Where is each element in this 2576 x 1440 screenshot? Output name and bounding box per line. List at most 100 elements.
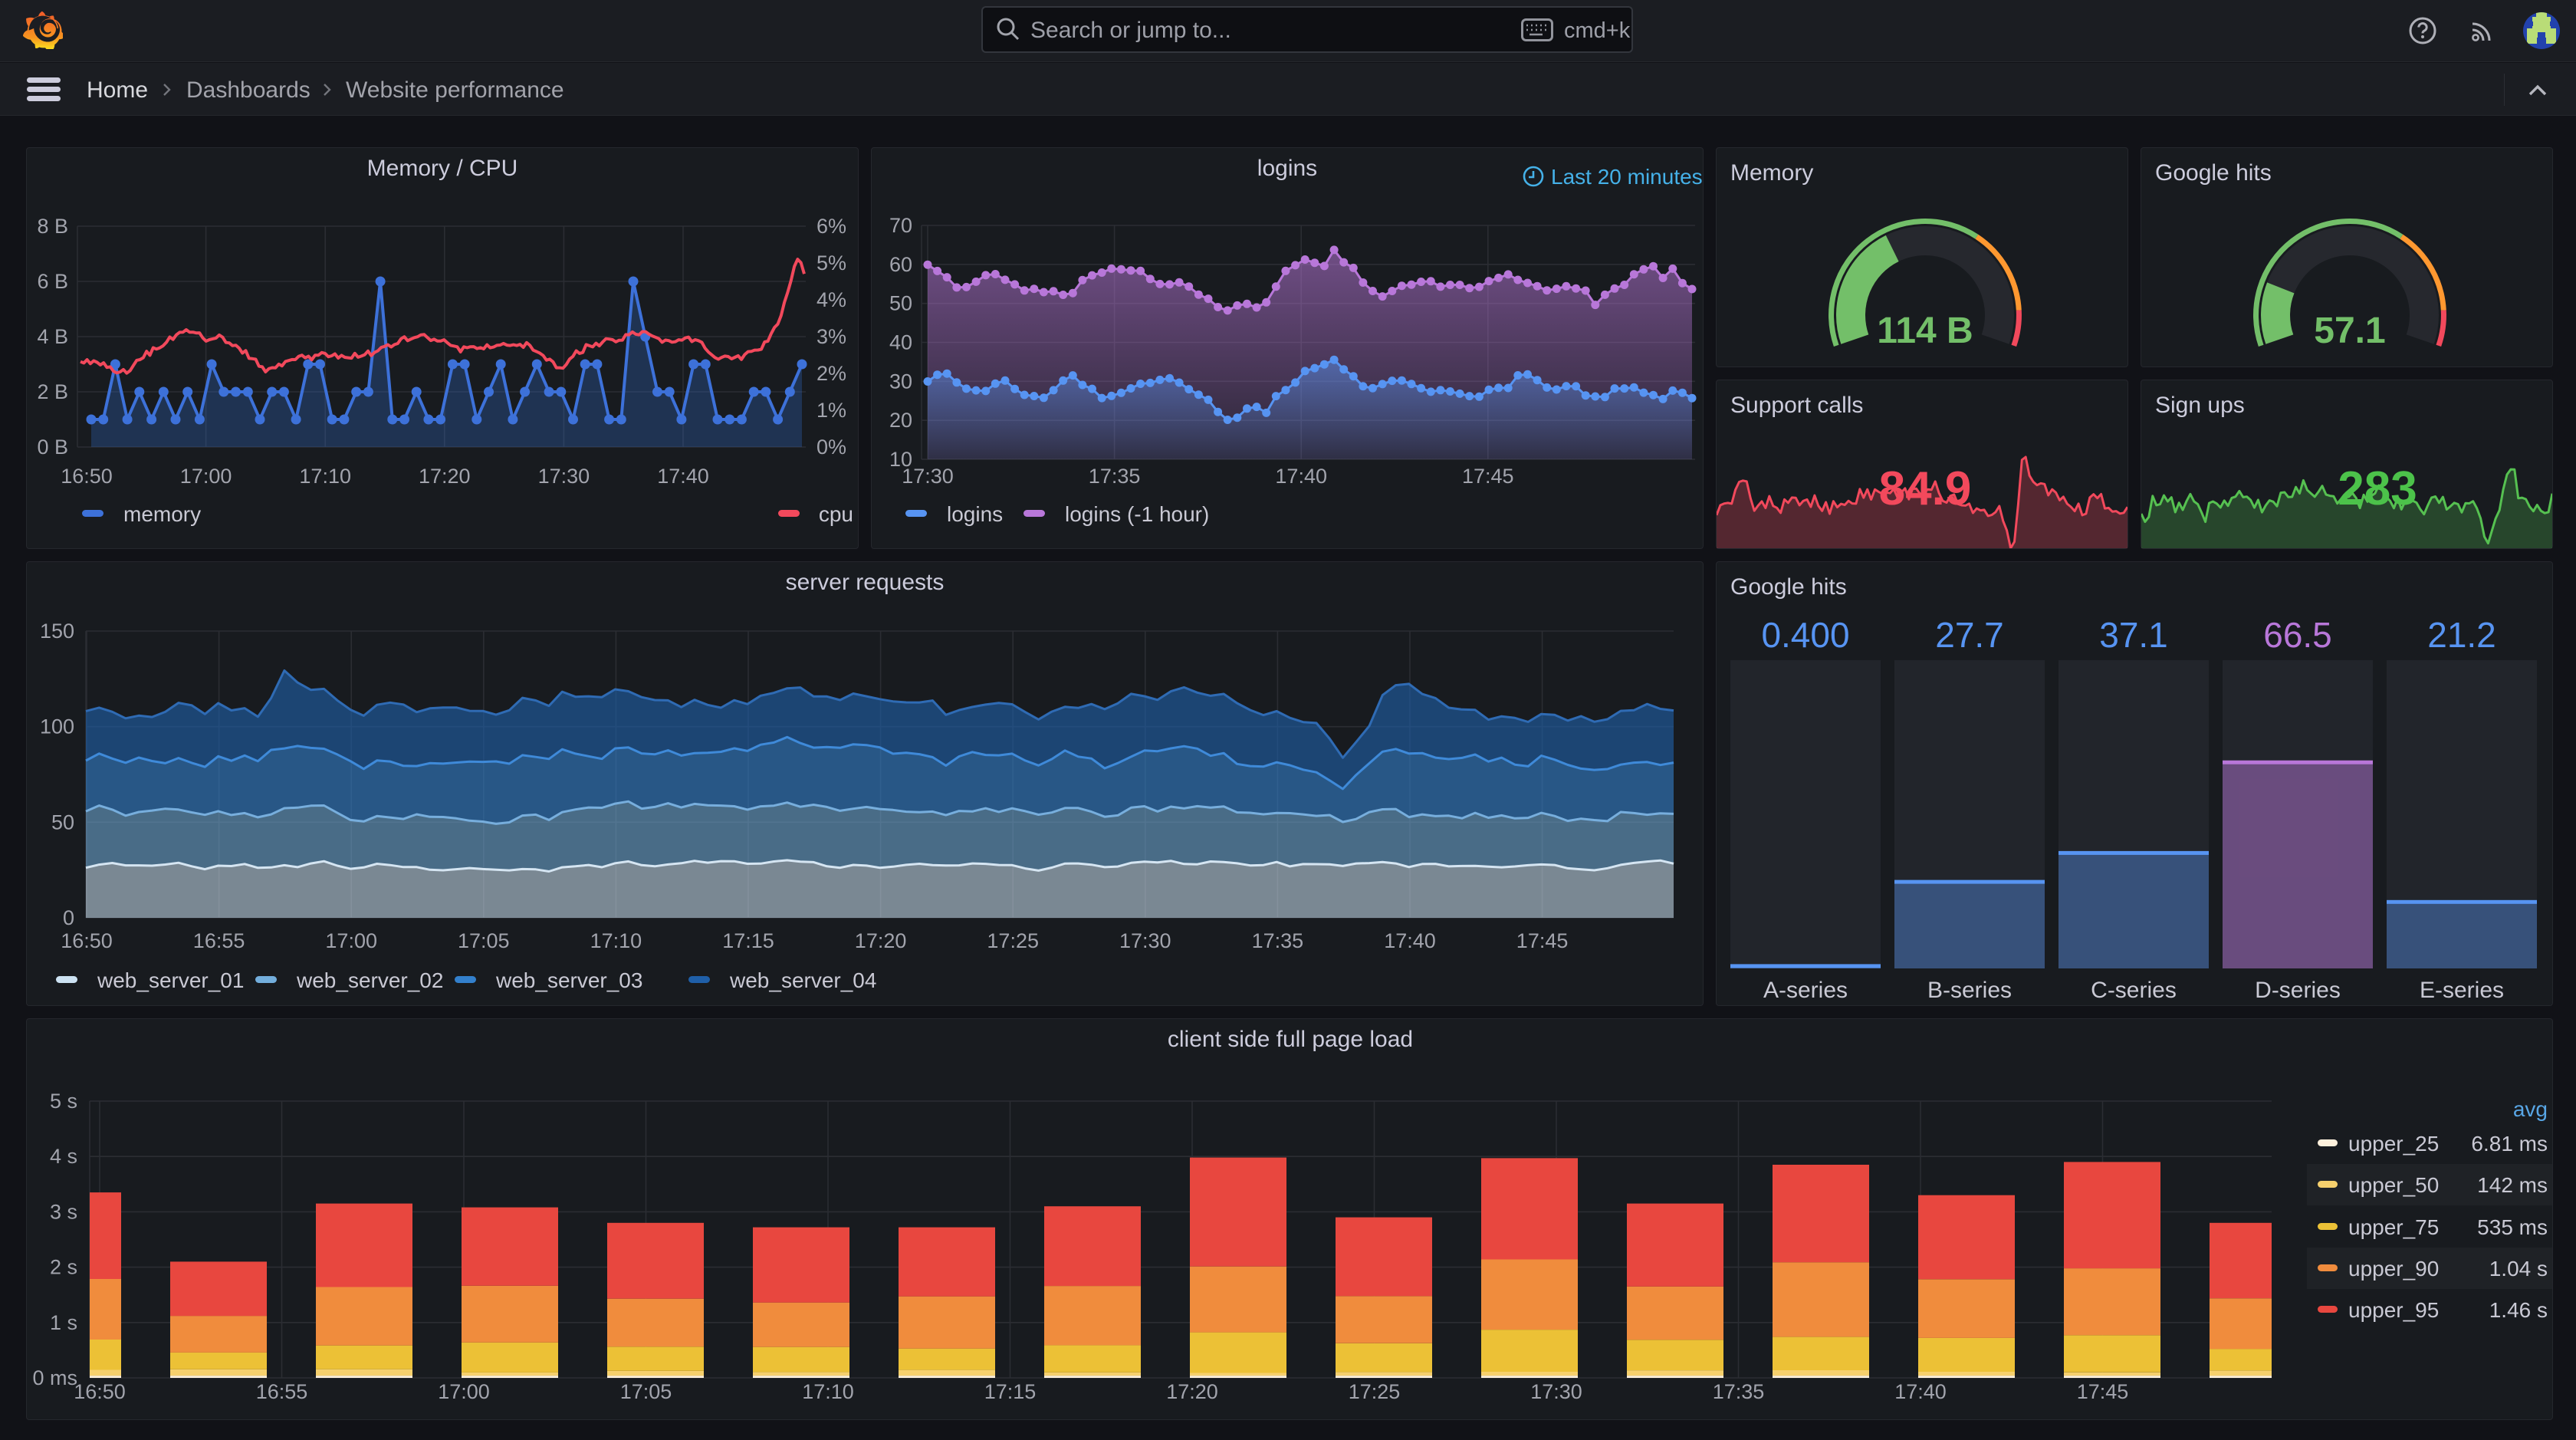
svg-text:17:15: 17:15 xyxy=(722,929,774,952)
svg-text:50: 50 xyxy=(51,810,74,833)
svg-text:avg: avg xyxy=(2513,1097,2548,1121)
svg-text:17:05: 17:05 xyxy=(458,929,510,952)
svg-text:web_server_01: web_server_01 xyxy=(97,968,244,992)
svg-text:logins: logins xyxy=(947,502,1003,526)
svg-text:client side full page load: client side full page load xyxy=(1168,1027,1413,1052)
svg-text:Sign ups: Sign ups xyxy=(2155,393,2245,418)
svg-text:memory: memory xyxy=(123,502,201,526)
svg-text:upper_90: upper_90 xyxy=(2348,1257,2439,1281)
svg-text:17:40: 17:40 xyxy=(1894,1380,1947,1403)
svg-text:web_server_04: web_server_04 xyxy=(729,968,876,992)
svg-text:17:00: 17:00 xyxy=(438,1380,490,1403)
svg-text:logins (-1 hour): logins (-1 hour) xyxy=(1065,502,1209,526)
svg-text:Support calls: Support calls xyxy=(1730,393,1863,418)
svg-text:cpu: cpu xyxy=(819,502,853,526)
svg-text:6%: 6% xyxy=(816,215,846,238)
svg-text:17:00: 17:00 xyxy=(180,465,232,488)
svg-text:2 s: 2 s xyxy=(50,1256,77,1279)
svg-text:5%: 5% xyxy=(816,252,846,275)
svg-text:535 ms: 535 ms xyxy=(2477,1215,2548,1239)
svg-text:4 B: 4 B xyxy=(37,325,68,348)
svg-text:17:00: 17:00 xyxy=(325,929,377,952)
svg-text:17:30: 17:30 xyxy=(1530,1380,1582,1403)
svg-text:17:45: 17:45 xyxy=(1462,465,1514,488)
svg-text:web_server_02: web_server_02 xyxy=(296,968,443,992)
svg-text:0 B: 0 B xyxy=(37,436,68,459)
svg-text:4%: 4% xyxy=(816,288,846,311)
svg-text:17:15: 17:15 xyxy=(984,1380,1037,1403)
svg-text:16:50: 16:50 xyxy=(74,1380,126,1403)
svg-text:upper_95: upper_95 xyxy=(2348,1298,2439,1322)
svg-text:37.1: 37.1 xyxy=(2099,615,2168,655)
svg-text:0%: 0% xyxy=(816,436,846,459)
svg-text:66.5: 66.5 xyxy=(2263,615,2332,655)
svg-text:16:55: 16:55 xyxy=(256,1380,308,1403)
svg-text:10: 10 xyxy=(889,448,912,471)
svg-text:web_server_03: web_server_03 xyxy=(495,968,642,992)
svg-text:17:25: 17:25 xyxy=(987,929,1039,952)
svg-text:17:20: 17:20 xyxy=(1166,1380,1218,1403)
svg-text:1%: 1% xyxy=(816,399,846,422)
svg-text:1 s: 1 s xyxy=(50,1311,77,1334)
svg-text:C-series: C-series xyxy=(2091,978,2177,1003)
svg-text:upper_75: upper_75 xyxy=(2348,1215,2439,1239)
svg-text:0: 0 xyxy=(63,906,74,929)
svg-text:17:20: 17:20 xyxy=(419,465,471,488)
svg-text:D-series: D-series xyxy=(2255,978,2341,1003)
svg-text:20: 20 xyxy=(889,409,912,432)
svg-text:17:30: 17:30 xyxy=(902,465,954,488)
svg-text:40: 40 xyxy=(889,331,912,354)
svg-text:70: 70 xyxy=(889,214,912,237)
svg-text:3 s: 3 s xyxy=(50,1200,77,1223)
svg-text:4 s: 4 s xyxy=(50,1145,77,1168)
svg-text:84.9: 84.9 xyxy=(1879,462,1972,515)
svg-text:logins: logins xyxy=(1257,156,1317,181)
svg-text:Google hits: Google hits xyxy=(1730,574,1847,600)
svg-text:17:35: 17:35 xyxy=(1713,1380,1765,1403)
svg-text:1.04 s: 1.04 s xyxy=(2489,1257,2548,1281)
svg-text:17:25: 17:25 xyxy=(1349,1380,1401,1403)
svg-text:Memory: Memory xyxy=(1730,160,1813,186)
svg-text:server requests: server requests xyxy=(786,570,945,595)
svg-text:17:40: 17:40 xyxy=(657,465,709,488)
svg-text:17:45: 17:45 xyxy=(1516,929,1569,952)
svg-text:17:05: 17:05 xyxy=(620,1380,672,1403)
svg-text:17:10: 17:10 xyxy=(299,465,351,488)
svg-text:17:40: 17:40 xyxy=(1275,465,1327,488)
svg-text:100: 100 xyxy=(40,715,74,738)
svg-text:57.1: 57.1 xyxy=(2314,311,2385,351)
svg-text:Google hits: Google hits xyxy=(2155,160,2272,186)
svg-text:30: 30 xyxy=(889,370,912,393)
svg-text:16:50: 16:50 xyxy=(61,465,113,488)
svg-text:60: 60 xyxy=(889,253,912,276)
svg-text:8 B: 8 B xyxy=(37,215,68,238)
svg-text:17:30: 17:30 xyxy=(538,465,590,488)
svg-text:0 ms: 0 ms xyxy=(32,1366,77,1389)
svg-text:17:35: 17:35 xyxy=(1252,929,1304,952)
svg-text:1.46 s: 1.46 s xyxy=(2489,1298,2548,1322)
svg-text:6 B: 6 B xyxy=(37,270,68,293)
svg-text:A-series: A-series xyxy=(1763,978,1848,1003)
svg-text:Memory / CPU: Memory / CPU xyxy=(367,156,518,181)
svg-text:142 ms: 142 ms xyxy=(2477,1173,2548,1197)
svg-text:upper_25: upper_25 xyxy=(2348,1132,2439,1156)
svg-text:17:40: 17:40 xyxy=(1384,929,1436,952)
svg-text:17:20: 17:20 xyxy=(855,929,907,952)
svg-text:2 B: 2 B xyxy=(37,380,68,403)
svg-text:B-series: B-series xyxy=(1927,978,2012,1003)
svg-text:27.7: 27.7 xyxy=(1935,615,2004,655)
svg-text:0.400: 0.400 xyxy=(1761,615,1849,655)
svg-text:50: 50 xyxy=(889,292,912,315)
svg-text:114 B: 114 B xyxy=(1877,311,1973,351)
svg-text:21.2: 21.2 xyxy=(2427,615,2496,655)
svg-text:17:45: 17:45 xyxy=(2077,1380,2129,1403)
svg-text:17:10: 17:10 xyxy=(802,1380,854,1403)
svg-text:3%: 3% xyxy=(816,325,846,348)
svg-text:17:35: 17:35 xyxy=(1089,465,1141,488)
svg-text:150: 150 xyxy=(40,620,74,643)
svg-text:17:30: 17:30 xyxy=(1119,929,1171,952)
svg-text:17:10: 17:10 xyxy=(590,929,642,952)
svg-text:upper_50: upper_50 xyxy=(2348,1173,2439,1197)
svg-text:2%: 2% xyxy=(816,362,846,385)
svg-text:16:50: 16:50 xyxy=(61,929,113,952)
